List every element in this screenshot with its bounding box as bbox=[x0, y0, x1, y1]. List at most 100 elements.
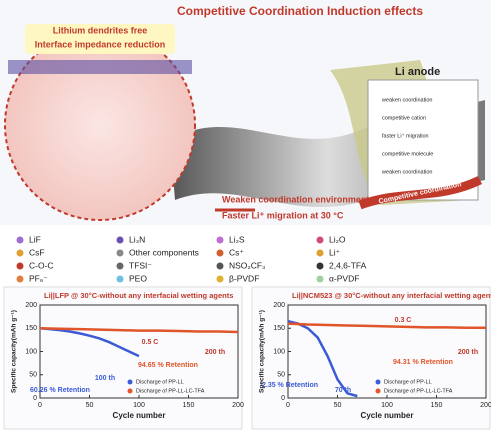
inset-note: weaken coordination bbox=[381, 169, 432, 175]
legend-symbol bbox=[116, 249, 124, 257]
legend-marker bbox=[375, 379, 381, 385]
legend-label: NSO₂CF₃ bbox=[229, 260, 266, 270]
legend-label: PEO bbox=[129, 273, 147, 283]
legend-label: C-O-C bbox=[29, 260, 54, 270]
legend-symbol bbox=[216, 249, 224, 257]
panel-bg bbox=[3, 286, 243, 430]
x-tick-label: 150 bbox=[431, 402, 443, 409]
x-tick-label: 200 bbox=[232, 402, 244, 409]
legend-label: Discharge of PP-LL-LC-TFA bbox=[136, 388, 205, 394]
y-tick-label: 200 bbox=[273, 302, 285, 309]
y-tick-label: 50 bbox=[277, 372, 285, 379]
legend-symbol bbox=[16, 236, 24, 244]
legend-symbol bbox=[216, 262, 224, 270]
legend-label: α-PVDF bbox=[329, 273, 359, 283]
effect: Weaken coordination environment bbox=[222, 194, 369, 204]
y-axis-label: Specific capacity(mAh g⁻¹) bbox=[11, 310, 18, 393]
legend-symbol bbox=[16, 262, 24, 270]
y-tick-label: 100 bbox=[25, 348, 37, 355]
x-tick-label: 50 bbox=[86, 402, 94, 409]
legend-symbol bbox=[216, 275, 224, 283]
annotation: 0.5 C bbox=[142, 339, 159, 346]
sei-layer bbox=[8, 60, 192, 74]
legend-label: Cs⁺ bbox=[229, 247, 244, 257]
legend-label: TFSI⁻ bbox=[129, 260, 152, 270]
inset-note: faster Li⁺ migration bbox=[382, 132, 429, 139]
y-axis-label: Specific capacity(mAh g⁻¹) bbox=[259, 310, 266, 393]
chart-title: Li||NCM523 @ 30°C-without any interfacia… bbox=[292, 291, 491, 300]
annotation: 0.3 C bbox=[395, 317, 412, 324]
anode-label: Li anode bbox=[395, 66, 440, 78]
annotation: 60.26 % Retention bbox=[30, 387, 90, 394]
y-tick-label: 150 bbox=[25, 325, 37, 332]
inset-notes: weaken coordination competitive cation fas… bbox=[381, 97, 433, 175]
x-tick-label: 100 bbox=[133, 402, 145, 409]
legend-symbol bbox=[216, 236, 224, 244]
title: Competitive Coordination Induction effec… bbox=[177, 4, 423, 18]
legend-marker bbox=[375, 388, 381, 394]
annotation: 200 th bbox=[205, 349, 225, 356]
x-tick-label: 0 bbox=[286, 402, 290, 409]
legend-label: Li₂O bbox=[329, 234, 346, 244]
y-tick-label: 100 bbox=[273, 348, 285, 355]
legend-marker bbox=[127, 388, 133, 394]
chart-title: Li||LFP @ 30°C-without any interfacial w… bbox=[44, 291, 233, 300]
legend-symbol bbox=[16, 275, 24, 283]
legend-symbol bbox=[116, 262, 124, 270]
legend-marker bbox=[127, 379, 133, 385]
banner-band bbox=[358, 175, 483, 210]
x-tick-label: 0 bbox=[38, 402, 42, 409]
inset-box bbox=[367, 79, 479, 201]
legend: LiF Li₃N Li₂S Li₂O CsF Other components Cs⁺ Li⁺… bbox=[16, 234, 367, 283]
legend-label: Discharge of PP-LL bbox=[384, 379, 432, 385]
legend-label: Li⁺ bbox=[329, 247, 341, 257]
charts: Li||LFP @ 30°C-without any interfacial w… bbox=[3, 286, 491, 430]
x-axis-label: Cycle number bbox=[361, 411, 414, 420]
panel-bg bbox=[251, 286, 491, 430]
y-tick-label: 50 bbox=[29, 372, 37, 379]
y-tick-label: 0 bbox=[281, 395, 285, 402]
series-line bbox=[39, 327, 239, 334]
legend-label: 2,4,6-TFA bbox=[329, 260, 367, 270]
legend-symbol bbox=[316, 236, 324, 244]
annotation: 94.31 % Retention bbox=[393, 359, 453, 366]
annotation: 70 th bbox=[335, 387, 351, 394]
x-tick-label: 200 bbox=[480, 402, 491, 409]
magnified-view bbox=[4, 29, 196, 221]
legend-symbol bbox=[116, 275, 124, 283]
legend-label: β-PVDF bbox=[229, 273, 259, 283]
legend-label: Li₃N bbox=[129, 234, 145, 244]
legend-symbol bbox=[316, 249, 324, 257]
inset-note: competitive molecule bbox=[382, 151, 433, 157]
legend-label: CsF bbox=[29, 247, 45, 257]
y-tick-label: 0 bbox=[33, 395, 37, 402]
badge: Interface impedance reduction bbox=[35, 39, 166, 49]
legend-label: PF₆⁻ bbox=[29, 273, 48, 283]
annotation: 94.65 % Retention bbox=[138, 362, 198, 369]
legend-symbol bbox=[316, 262, 324, 270]
inset-note: competitive cation bbox=[382, 115, 426, 121]
inset-note: weaken coordination bbox=[381, 97, 432, 103]
badge: Lithium dendrites free bbox=[53, 25, 148, 35]
y-tick-label: 200 bbox=[25, 302, 37, 309]
annotation: 2.35 % Retention bbox=[262, 382, 318, 389]
y-tick-label: 150 bbox=[273, 325, 285, 332]
legend-symbol bbox=[16, 249, 24, 257]
legend-label: Discharge of PP-LL bbox=[136, 379, 184, 385]
x-tick-label: 100 bbox=[381, 402, 393, 409]
effect: Faster Li⁺ migration at 30 °C bbox=[222, 210, 344, 220]
x-tick-label: 150 bbox=[183, 402, 195, 409]
legend-label: LiF bbox=[29, 234, 41, 244]
legend-symbol bbox=[316, 275, 324, 283]
annotation: 100 th bbox=[95, 375, 115, 382]
badge-bg bbox=[25, 24, 175, 54]
x-tick-label: 50 bbox=[334, 402, 342, 409]
legend-symbol bbox=[116, 236, 124, 244]
series-line bbox=[287, 322, 486, 330]
x-axis-label: Cycle number bbox=[113, 411, 166, 420]
legend-label: Li₂S bbox=[229, 234, 245, 244]
annotation: 200 th bbox=[458, 349, 478, 356]
legend-label: Other components bbox=[129, 247, 199, 257]
legend-label: Discharge of PP-LL-LC-TFA bbox=[384, 388, 453, 394]
